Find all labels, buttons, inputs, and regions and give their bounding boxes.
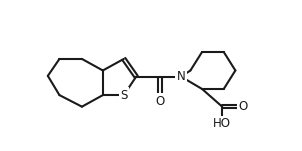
Text: N: N xyxy=(177,70,185,83)
Text: S: S xyxy=(120,89,127,102)
Text: HO: HO xyxy=(213,117,231,130)
Text: O: O xyxy=(239,100,248,113)
Text: O: O xyxy=(156,95,165,108)
